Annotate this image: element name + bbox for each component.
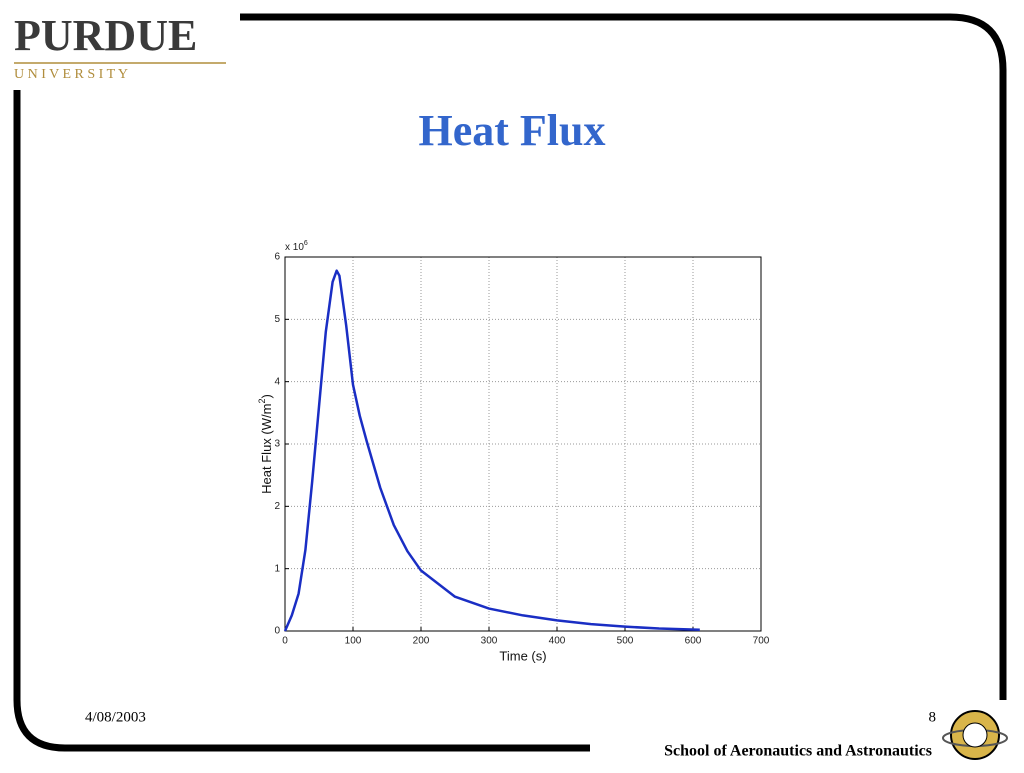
chart: 0 100 200 300 400 500 600 700 0 1 2 3 4 5 6	[274, 252, 769, 647]
x-tick-label: 700	[753, 636, 770, 647]
heat-flux-line	[283, 269, 700, 632]
y-tick-label: 0	[274, 626, 280, 637]
y-tick-label: 6	[274, 252, 280, 263]
y-multiplier: x 106	[285, 240, 308, 253]
y-tick-label: 2	[274, 501, 280, 512]
footer: School of Aeronautics and Astronautics	[664, 743, 932, 760]
page-number: 8	[929, 709, 937, 725]
y-axis-label: Heat Flux (W/m2)	[257, 394, 274, 494]
y-tick-label: 1	[274, 563, 280, 574]
x-tick-label: 400	[549, 636, 566, 647]
y-tick-label: 4	[274, 376, 280, 387]
frame-right	[240, 13, 1007, 700]
x-tick-label: 600	[685, 636, 702, 647]
footer-logo	[942, 710, 1008, 760]
x-axis-label: Time (s)	[499, 648, 546, 663]
y-label-end: )	[259, 394, 274, 398]
date: 4/08/2003	[85, 709, 146, 725]
x-tick-label: 500	[617, 636, 634, 647]
x-tick-label: 300	[481, 636, 498, 647]
y-label-text: Heat Flux (W/m	[259, 404, 274, 494]
logo-sub: U N I V E R S I T Y	[14, 67, 128, 82]
y-tick-label: 3	[274, 439, 280, 450]
y-label-sup: 2	[257, 399, 267, 404]
y-multiplier-exp: 6	[304, 240, 308, 247]
x-tick-label: 0	[282, 636, 288, 647]
frame-left	[13, 90, 590, 752]
logo-name: PURDUE	[14, 11, 197, 60]
y-tick-label: 5	[274, 314, 280, 325]
y-multiplier-base: x 10	[285, 242, 304, 253]
chart-title: Heat Flux	[419, 106, 606, 155]
x-tick-label: 200	[413, 636, 430, 647]
plot-frame	[284, 256, 762, 632]
x-tick-label: 100	[345, 636, 362, 647]
